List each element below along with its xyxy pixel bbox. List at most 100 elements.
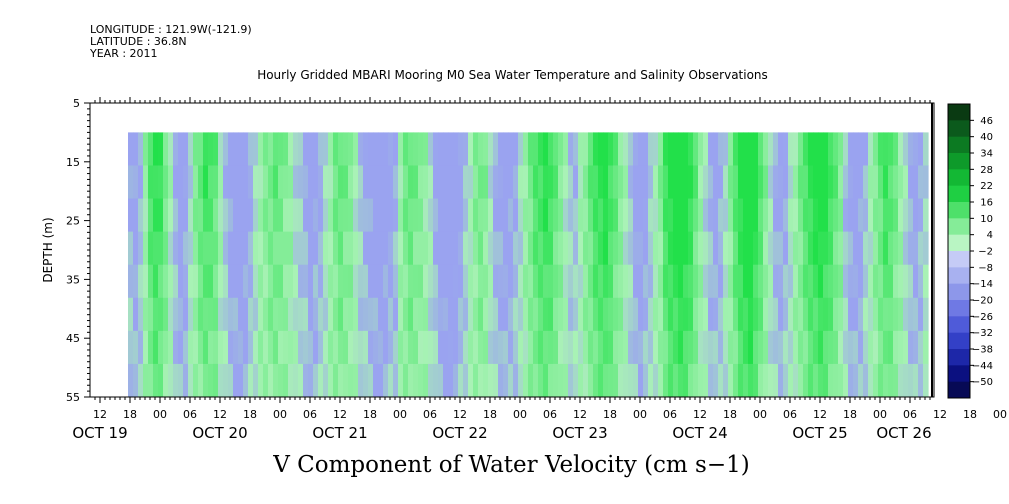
field-cell (213, 132, 219, 167)
field-cell (758, 198, 764, 233)
field-cell (528, 363, 534, 397)
field-cell (833, 363, 839, 397)
field-cell (878, 231, 884, 266)
field-cell (793, 165, 799, 200)
colorbar-swatch (948, 267, 970, 285)
field-cell (353, 264, 359, 299)
field-cell (888, 264, 894, 299)
field-cell (703, 132, 709, 167)
field-cell (403, 363, 409, 397)
field-cell (363, 132, 369, 167)
field-cell (478, 264, 484, 299)
field-cell (648, 198, 654, 233)
field-cell (423, 264, 429, 299)
field-cell (518, 231, 524, 266)
field-cell (263, 165, 269, 200)
field-cell (893, 264, 899, 299)
field-cell (363, 297, 369, 332)
field-cell (898, 330, 904, 365)
field-cell (923, 231, 929, 266)
field-cell (773, 231, 779, 266)
field-cell (708, 330, 714, 365)
field-cell (573, 132, 579, 167)
field-cell (463, 198, 469, 233)
field-cell (753, 297, 759, 332)
field-cell (488, 297, 494, 332)
field-cell (313, 231, 319, 266)
field-cell (408, 264, 414, 299)
field-cell (203, 330, 209, 365)
field-cell (158, 363, 164, 397)
field-cell (723, 363, 729, 397)
field-cell (923, 297, 929, 332)
field-cell (383, 363, 389, 397)
field-cell (838, 363, 844, 397)
field-cell (728, 363, 734, 397)
field-cell (588, 297, 594, 332)
field-cell (733, 165, 739, 200)
field-cell (683, 330, 689, 365)
field-cell (188, 198, 194, 233)
field-cell (868, 198, 874, 233)
field-cell (773, 330, 779, 365)
field-cell (703, 297, 709, 332)
field-cell (873, 330, 879, 365)
field-cell (858, 231, 864, 266)
field-cell (653, 132, 659, 167)
field-cell (523, 165, 529, 200)
field-cell (658, 231, 664, 266)
field-cell (668, 231, 674, 266)
field-cell (458, 198, 464, 233)
y-tick-label: 45 (66, 332, 80, 345)
field-cell (418, 132, 424, 167)
field-cell (323, 297, 329, 332)
field-cell (293, 165, 299, 200)
field-cell (548, 330, 554, 365)
field-cell (523, 297, 529, 332)
field-cell (868, 330, 874, 365)
field-cell (388, 363, 394, 397)
field-cell (758, 330, 764, 365)
field-cell (678, 363, 684, 397)
field-cell (213, 165, 219, 200)
field-cell (503, 132, 509, 167)
colorbar-swatch (948, 251, 970, 268)
field-cell (343, 231, 349, 266)
field-cell (768, 264, 774, 299)
field-cell (628, 165, 634, 200)
field-cell (228, 132, 234, 167)
field-cell (608, 165, 614, 200)
field-cell (488, 198, 494, 233)
field-cell (823, 165, 829, 200)
field-cell (913, 132, 919, 167)
field-cell (193, 297, 199, 332)
x-hour-label: 18 (603, 408, 617, 421)
y-tick-label: 35 (66, 273, 80, 286)
field-cell (683, 264, 689, 299)
field-cell (663, 297, 669, 332)
field-cell (738, 231, 744, 266)
field-cell (168, 198, 174, 233)
field-cell (333, 231, 339, 266)
field-cell (448, 330, 454, 365)
field-cell (248, 297, 254, 332)
field-cell (268, 297, 274, 332)
field-cell (613, 165, 619, 200)
field-cell (433, 264, 439, 299)
field-cell (298, 198, 304, 233)
field-cell (273, 231, 279, 266)
field-cell (323, 198, 329, 233)
field-cell (513, 198, 519, 233)
field-cell (138, 330, 144, 365)
field-cell (493, 330, 499, 365)
field-cell (788, 297, 794, 332)
field-cell (478, 165, 484, 200)
field-cell (128, 231, 134, 266)
field-cell (533, 231, 539, 266)
field-cell (553, 231, 559, 266)
field-cell (243, 198, 249, 233)
colorbar-swatch (948, 381, 970, 399)
field-cell (478, 297, 484, 332)
field-cell (488, 363, 494, 397)
field-cell (343, 198, 349, 233)
